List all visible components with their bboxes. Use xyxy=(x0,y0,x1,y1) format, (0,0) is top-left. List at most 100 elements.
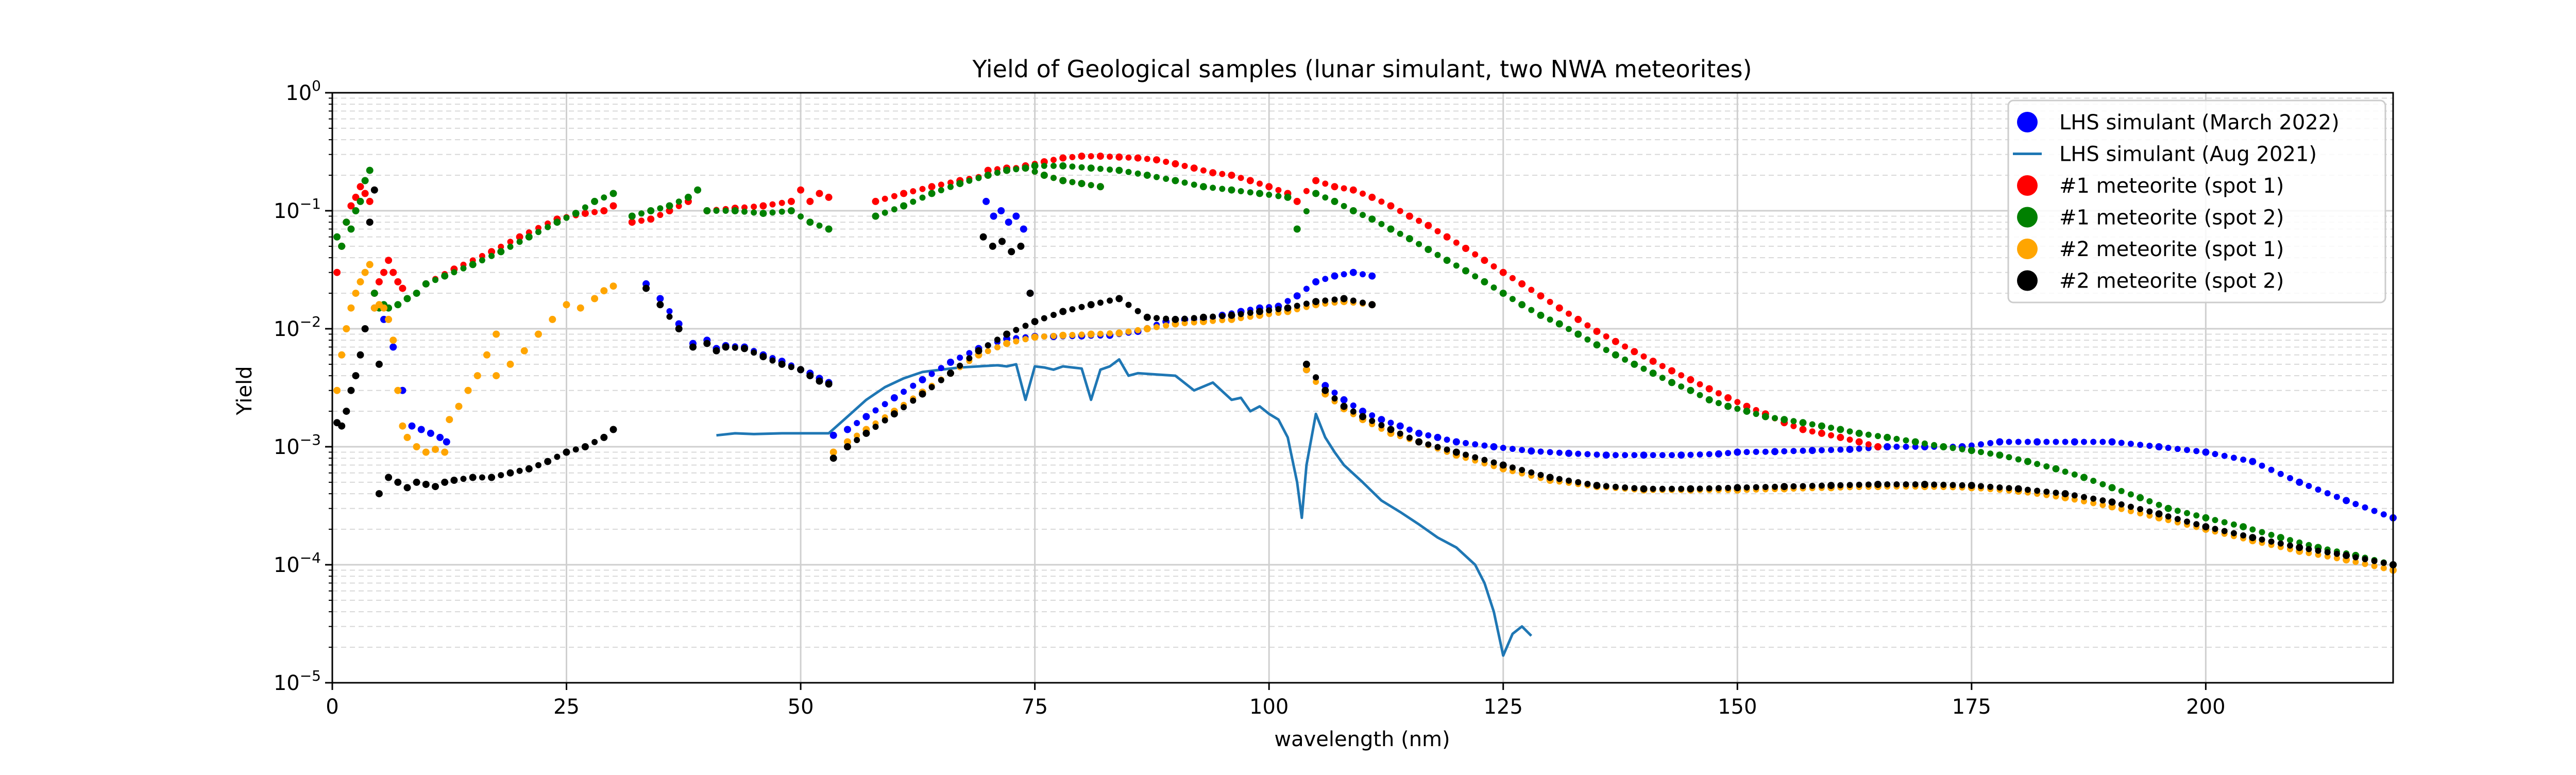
data-point xyxy=(460,265,467,272)
data-point xyxy=(1753,484,1759,491)
data-point xyxy=(1172,177,1179,184)
data-point xyxy=(1622,484,1629,491)
data-point xyxy=(1041,162,1047,169)
data-point xyxy=(2343,551,2350,559)
data-point xyxy=(1649,358,1657,365)
data-point xyxy=(1350,297,1357,304)
data-point xyxy=(2240,532,2247,538)
data-point xyxy=(609,202,617,210)
data-point xyxy=(2193,448,2200,454)
data-point xyxy=(2099,481,2106,487)
data-point xyxy=(2333,494,2340,500)
data-point xyxy=(375,490,383,498)
data-point xyxy=(1284,298,1291,305)
data-point xyxy=(1800,447,1806,454)
data-point xyxy=(994,170,1001,176)
data-point xyxy=(370,186,378,194)
legend-label: #1 meteorite (spot 2) xyxy=(2059,206,2284,230)
data-point xyxy=(1107,154,1113,160)
data-point xyxy=(1275,306,1282,312)
data-point xyxy=(862,429,870,437)
data-point xyxy=(947,179,954,186)
data-point xyxy=(666,308,673,314)
legend-entry: #1 meteorite (spot 2) xyxy=(2017,206,2284,230)
data-point xyxy=(910,382,917,389)
data-point xyxy=(1649,369,1657,377)
data-point xyxy=(1931,442,1938,448)
data-point xyxy=(966,350,973,357)
data-point xyxy=(1575,479,1582,485)
data-point xyxy=(1387,419,1394,426)
data-point xyxy=(1593,341,1601,349)
data-point xyxy=(1172,160,1179,167)
data-point xyxy=(1762,484,1769,491)
data-point xyxy=(2259,529,2265,535)
data-point xyxy=(1893,481,1900,487)
data-point xyxy=(1761,413,1769,420)
data-point xyxy=(1640,485,1648,493)
data-point xyxy=(535,229,541,235)
data-point xyxy=(1143,172,1151,179)
data-point xyxy=(1846,436,1853,443)
data-point xyxy=(1331,390,1338,396)
data-point xyxy=(1210,184,1216,191)
data-point xyxy=(1950,445,1956,451)
data-point xyxy=(1940,443,1947,450)
data-point xyxy=(361,177,369,184)
data-point xyxy=(394,301,402,309)
data-point xyxy=(1434,251,1441,258)
data-point xyxy=(998,238,1006,245)
data-point xyxy=(656,295,664,302)
data-point xyxy=(1874,443,1882,450)
data-point xyxy=(994,336,1001,343)
data-point xyxy=(1528,307,1535,313)
data-point xyxy=(2052,465,2060,473)
data-point xyxy=(2240,523,2247,531)
series-layer xyxy=(333,153,2397,657)
data-point xyxy=(1837,446,1844,453)
data-point xyxy=(713,208,720,214)
data-point xyxy=(1322,180,1329,187)
data-point xyxy=(1219,186,1226,192)
data-point xyxy=(343,218,350,226)
data-point xyxy=(788,364,794,370)
data-point xyxy=(694,186,702,194)
data-point xyxy=(2024,439,2031,445)
data-point xyxy=(1153,156,1160,164)
data-point xyxy=(1574,315,1582,323)
data-point xyxy=(1903,444,1909,450)
data-point xyxy=(479,474,485,481)
data-point xyxy=(829,431,837,439)
data-point xyxy=(361,190,369,197)
data-point xyxy=(1612,452,1619,459)
data-point xyxy=(2277,534,2284,542)
data-point xyxy=(1434,228,1441,234)
data-point xyxy=(900,190,908,197)
data-point xyxy=(656,301,664,309)
data-point xyxy=(1387,426,1395,433)
data-point xyxy=(1191,181,1197,188)
data-point xyxy=(1463,451,1469,458)
data-point xyxy=(516,239,523,245)
data-point xyxy=(1340,396,1348,403)
data-point xyxy=(1425,432,1432,439)
data-point xyxy=(1856,445,1862,452)
data-point xyxy=(1125,328,1132,335)
data-point xyxy=(451,269,457,276)
data-point xyxy=(1444,446,1450,453)
data-point xyxy=(1537,311,1545,319)
data-point xyxy=(1078,164,1085,171)
data-point xyxy=(938,187,944,194)
data-point xyxy=(1115,166,1123,174)
data-point xyxy=(347,225,355,233)
data-point xyxy=(647,215,655,223)
legend-label: #1 meteorite (spot 1) xyxy=(2059,174,2284,198)
data-point xyxy=(642,284,650,292)
data-point xyxy=(2202,514,2210,521)
data-point xyxy=(432,277,438,283)
data-point xyxy=(1921,440,1928,447)
data-point xyxy=(778,360,786,368)
legend-dot-marker xyxy=(2017,270,2038,291)
data-point xyxy=(1809,428,1816,435)
data-point xyxy=(535,462,541,468)
